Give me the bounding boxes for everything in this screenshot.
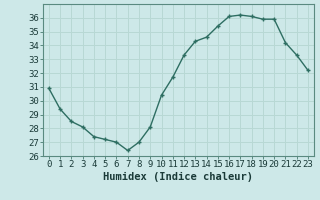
X-axis label: Humidex (Indice chaleur): Humidex (Indice chaleur): [103, 172, 253, 182]
